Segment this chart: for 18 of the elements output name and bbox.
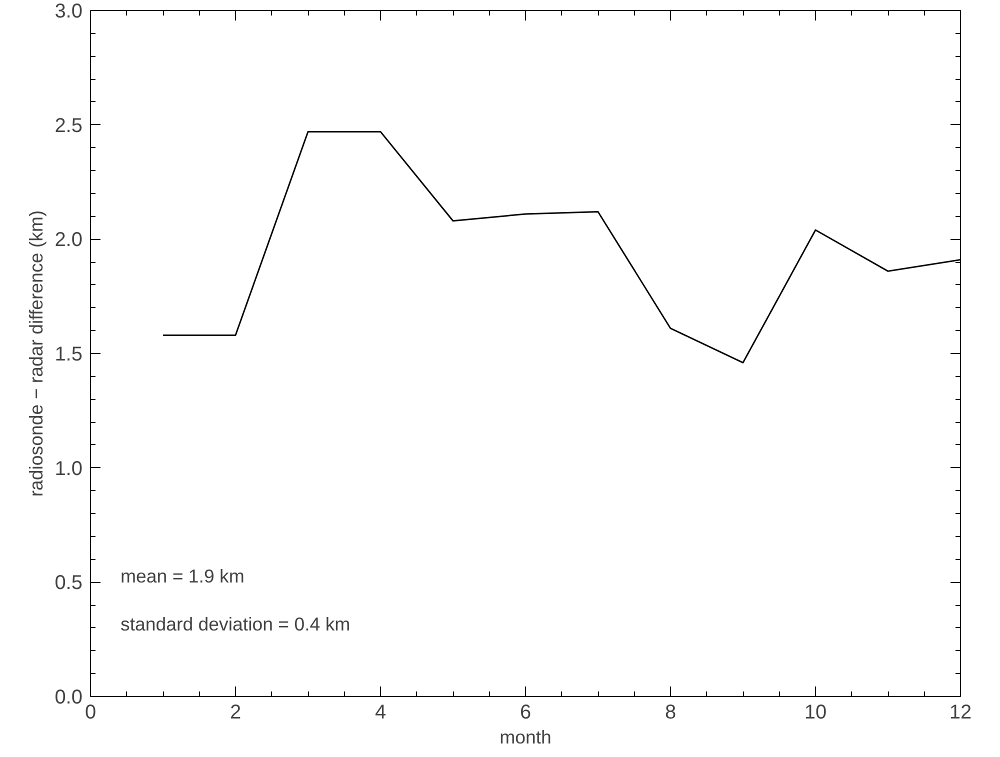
x-tick-label: 0 [84, 702, 96, 724]
y-tick-label: 1.0 [54, 458, 83, 480]
y-tick-label: 1.5 [54, 344, 83, 366]
x-tick-label: 8 [664, 702, 676, 724]
y-axis-title: radiosonde − radar difference (km) [26, 210, 47, 497]
y-tick-label: 3.0 [54, 0, 83, 22]
y-tick-label: 2.0 [54, 229, 83, 252]
y-tick-label: 2.5 [54, 114, 83, 137]
x-tick-label: 6 [520, 702, 532, 724]
x-tick-label: 12 [949, 702, 972, 724]
annotation: standard deviation = 0.4 km [120, 614, 350, 634]
annotation: mean = 1.9 km [120, 566, 244, 586]
y-tick-label: 0.5 [54, 572, 83, 594]
x-axis-title: month [500, 726, 552, 748]
x-tick-label: 4 [374, 702, 386, 724]
x-tick-label: 2 [230, 702, 242, 724]
x-tick-label: 10 [804, 702, 827, 724]
y-tick-label: 0.0 [54, 686, 83, 708]
